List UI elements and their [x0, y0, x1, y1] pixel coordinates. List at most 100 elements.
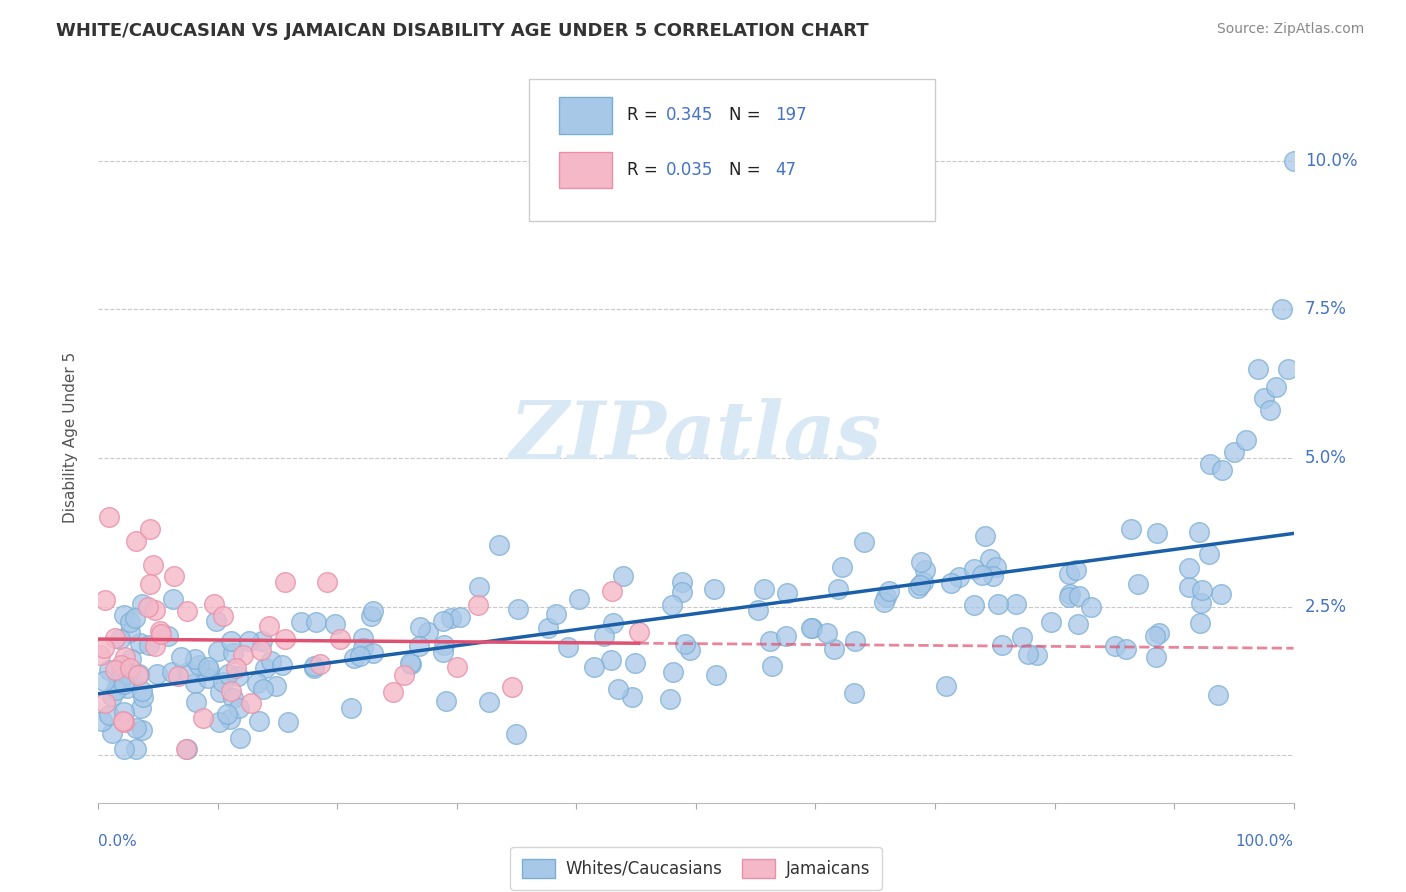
Point — [222, 646, 245, 660]
Point — [877, 584, 900, 599]
Point — [176, 605, 198, 619]
Text: Source: ZipAtlas.com: Source: ZipAtlas.com — [1216, 22, 1364, 37]
Y-axis label: Disability Age Under 5: Disability Age Under 5 — [63, 351, 77, 523]
Text: 100.0%: 100.0% — [1236, 834, 1294, 849]
Point — [1277, 361, 1299, 376]
Point — [264, 679, 287, 693]
Point — [112, 607, 135, 622]
Point — [392, 667, 415, 681]
Point — [107, 673, 129, 687]
Point — [176, 742, 198, 756]
Point — [935, 678, 957, 692]
Point — [131, 598, 153, 612]
Point — [114, 649, 136, 664]
Point — [506, 601, 529, 615]
Point — [120, 625, 142, 640]
Point — [941, 576, 963, 591]
Point — [101, 726, 124, 740]
Point — [174, 741, 197, 756]
Point — [661, 665, 683, 680]
Point — [277, 714, 299, 729]
Point — [112, 706, 135, 720]
Point — [125, 721, 148, 735]
Point — [253, 661, 276, 675]
Point — [593, 629, 616, 643]
Point — [104, 631, 127, 645]
Point — [221, 633, 243, 648]
Point — [352, 641, 374, 656]
Point — [1119, 522, 1142, 536]
Point — [582, 659, 605, 673]
Text: 197: 197 — [775, 106, 807, 124]
Point — [170, 649, 193, 664]
Point — [432, 614, 454, 628]
Point — [207, 644, 229, 658]
Point — [112, 714, 135, 729]
Point — [1057, 591, 1080, 605]
Point — [1189, 596, 1212, 610]
Point — [979, 552, 1001, 566]
Point — [1282, 153, 1305, 168]
Point — [853, 534, 876, 549]
Point — [409, 619, 432, 633]
Point — [382, 684, 405, 698]
Point — [754, 582, 776, 597]
Point — [316, 574, 339, 589]
Point — [602, 615, 624, 630]
Point — [209, 684, 232, 698]
Point — [1264, 379, 1286, 393]
Point — [449, 609, 471, 624]
Point — [110, 657, 132, 672]
Point — [139, 576, 162, 591]
Point — [973, 529, 995, 543]
Point — [226, 669, 249, 683]
Point — [177, 665, 200, 679]
Point — [606, 681, 628, 696]
Point — [93, 673, 115, 688]
Point — [232, 648, 254, 663]
Text: 10.0%: 10.0% — [1305, 152, 1357, 169]
Point — [831, 560, 853, 574]
Point — [875, 590, 897, 604]
Point — [114, 664, 136, 678]
Point — [349, 648, 371, 663]
Point — [117, 667, 139, 681]
Point — [1178, 560, 1201, 574]
Point — [984, 560, 1007, 574]
Point — [163, 569, 186, 583]
Point — [1080, 600, 1102, 615]
Text: 5.0%: 5.0% — [1305, 449, 1347, 467]
Point — [1211, 463, 1233, 477]
Point — [1178, 580, 1201, 594]
FancyBboxPatch shape — [558, 152, 612, 188]
Text: N =: N = — [730, 161, 766, 179]
Point — [478, 695, 501, 709]
Point — [104, 665, 127, 680]
Point — [228, 731, 250, 745]
Point — [305, 615, 328, 629]
Point — [167, 668, 190, 682]
Point — [399, 657, 422, 671]
Point — [150, 626, 173, 640]
Point — [197, 660, 219, 674]
Point — [304, 661, 326, 675]
Point — [620, 690, 643, 704]
Point — [352, 632, 374, 646]
Point — [815, 626, 838, 640]
Point — [104, 683, 127, 698]
Point — [111, 665, 134, 679]
Point — [212, 609, 235, 624]
Point — [544, 607, 567, 622]
Point — [1017, 648, 1039, 662]
Text: 7.5%: 7.5% — [1305, 301, 1347, 318]
Point — [434, 693, 457, 707]
Point — [1104, 639, 1126, 653]
Point — [343, 651, 366, 665]
Point — [468, 580, 491, 594]
Text: ZIPatlas: ZIPatlas — [510, 399, 882, 475]
Point — [270, 657, 292, 672]
Text: 0.0%: 0.0% — [98, 834, 138, 849]
Point — [970, 567, 993, 582]
Point — [250, 643, 273, 657]
Point — [1246, 361, 1268, 376]
